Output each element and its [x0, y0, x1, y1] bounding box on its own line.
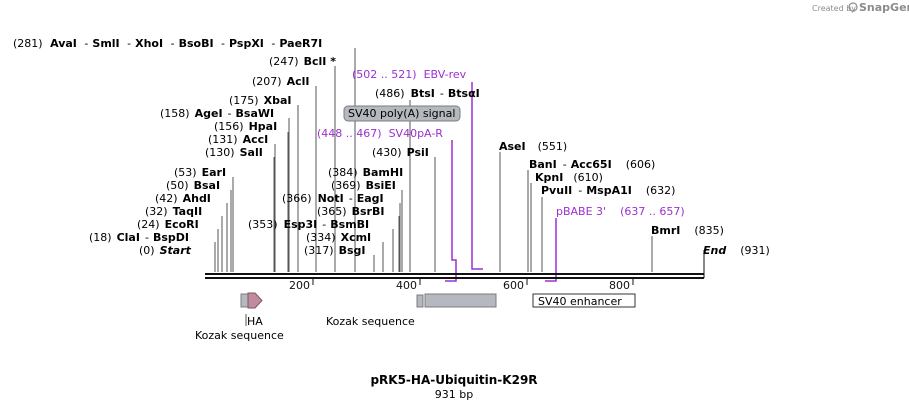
plasmid-length: 931 bp	[435, 388, 473, 401]
site-asei: AseI (551)	[499, 140, 567, 153]
site-bamhi: (384) BamHI	[328, 166, 403, 179]
site-taqii: (32) TaqII	[145, 205, 202, 218]
site-btsi: (486) BtsI - BtsαI	[375, 87, 480, 100]
primer-pbabe3: pBABE 3' (637 .. 657)	[556, 205, 685, 218]
site-lines	[214, 48, 653, 272]
tick-label-600: 600	[503, 279, 524, 292]
site-bsai: (50) BsaI	[166, 179, 220, 192]
site-bsgi: (317) BsgI	[304, 244, 366, 257]
site-agei: (158) AgeI - BsaWI	[160, 107, 274, 120]
sv40-polya-feature-bar[interactable]	[424, 293, 497, 308]
site-ecori: (24) EcoRI	[137, 218, 199, 231]
site-xcmi: (334) XcmI	[306, 231, 371, 244]
credit-brand: SnapGene	[859, 1, 909, 14]
site-noti: (366) NotI - EagI	[282, 192, 384, 205]
sv40-enhancer-label: SV40 enhancer	[538, 295, 622, 308]
kozak-label-1: Kozak sequence	[195, 329, 284, 342]
primer-sv40pa-r: (448 .. 467) SV40pA-R	[317, 127, 443, 140]
site-end: End (931)	[703, 244, 770, 257]
site-clai: (18) ClaI - BspDI	[89, 231, 189, 244]
site-row-aval: (281) AvaI - SmlI - XhoI - BsoBI - PspXI - Pa…	[13, 37, 322, 50]
primer-arrows	[445, 82, 557, 282]
site-bsrbi: (365) BsrBI	[317, 205, 384, 218]
tick-marks	[312, 279, 634, 285]
site-start: (0) Start	[139, 244, 192, 257]
site-acli: (207) AclI	[252, 75, 310, 88]
site-kpni: KpnI (610)	[535, 171, 603, 184]
primer-ebv-rev: (502 .. 521) EBV-rev	[352, 68, 467, 81]
site-psii: (430) PsiI	[372, 146, 429, 159]
sv40-polya-signal-feature[interactable]	[343, 105, 461, 122]
site-bcli: (247) BclI *	[269, 55, 336, 68]
credit-prefix: Created by	[812, 4, 856, 13]
sv40-enhancer-feature[interactable]	[532, 293, 636, 308]
site-bmri: BmrI (835)	[651, 224, 724, 237]
plasmid-title: pRK5-HA-Ubiquitin-K29R	[370, 373, 537, 387]
site-bsiei: (369) BsiEI	[331, 179, 396, 192]
site-sali: (130) SalI	[205, 146, 263, 159]
site-xbai: (175) XbaI	[229, 94, 291, 107]
kozak-feature-2[interactable]	[416, 294, 424, 308]
site-pvuii: PvuII - MspA1I (632)	[541, 184, 675, 197]
sv40-polya-signal-label: SV40 poly(A) signal	[348, 107, 455, 120]
tick-label-800: 800	[609, 279, 630, 292]
ha-tag-arrow[interactable]	[247, 292, 263, 309]
kozak-label-2: Kozak sequence	[326, 315, 415, 328]
site-hpai: (156) HpaI	[214, 120, 277, 133]
site-acci: (131) AccI	[208, 133, 268, 146]
ha-label: HA	[247, 315, 263, 328]
site-ahdi: (42) AhdI	[155, 192, 211, 205]
tick-label-400: 400	[396, 279, 417, 292]
site-eari: (53) EarI	[174, 166, 226, 179]
site-bani: BanI - Acc65I (606)	[529, 158, 655, 171]
tick-label-200: 200	[289, 279, 310, 292]
snapgene-logo-icon	[848, 2, 858, 12]
site-esp3i: (353) Esp3I - BsmBI	[248, 218, 369, 231]
kozak-feature-1[interactable]	[240, 293, 249, 308]
